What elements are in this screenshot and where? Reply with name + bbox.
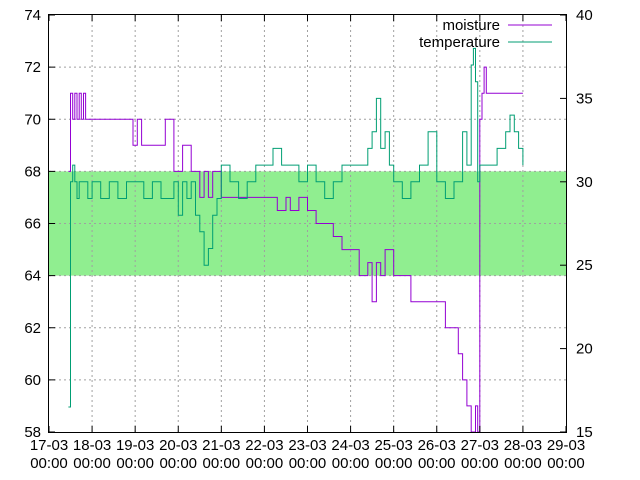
x-tick-label-time: 00:00 <box>375 455 413 472</box>
x-tick-label-time: 00:00 <box>159 455 197 472</box>
x-tick-label-date: 23-03 <box>288 437 326 454</box>
y-tick-label: 70 <box>24 111 41 128</box>
x-tick-label-time: 00:00 <box>504 455 542 472</box>
x-tick-label-date: 21-03 <box>202 437 240 454</box>
y2-tick-label: 25 <box>576 257 593 274</box>
y2-tick-label: 35 <box>576 90 593 107</box>
x-tick-label-date: 18-03 <box>73 437 111 454</box>
y2-tick-label: 40 <box>576 7 593 24</box>
y-tick-label: 60 <box>24 372 41 389</box>
y-tick-label: 64 <box>24 268 41 285</box>
x-tick-label-date: 19-03 <box>116 437 154 454</box>
y2-tick-label: 30 <box>576 174 593 191</box>
y2-tick-label: 20 <box>576 341 593 358</box>
x-tick-label-time: 00:00 <box>73 455 111 472</box>
y-tick-label: 66 <box>24 216 41 233</box>
x-tick-label-time: 00:00 <box>332 455 370 472</box>
x-tick-label-date: 22-03 <box>245 437 283 454</box>
series-temperature-line <box>68 47 524 408</box>
x-tick-label-date: 17-03 <box>30 437 68 454</box>
labels-layer: 58606264666870727415202530354017-0300:00… <box>24 7 592 472</box>
legend-label-moisture: moisture <box>442 17 500 34</box>
x-tick-label-date: 26-03 <box>418 437 456 454</box>
legend-label-temperature: temperature <box>419 34 500 51</box>
y-tick-label: 72 <box>24 59 41 76</box>
x-tick-label-time: 00:00 <box>30 455 68 472</box>
y2-tick-label: 15 <box>576 424 593 441</box>
x-tick-label-date: 24-03 <box>331 437 369 454</box>
y-tick-label: 68 <box>24 163 41 180</box>
x-tick-label-date: 20-03 <box>159 437 197 454</box>
plot-frame <box>48 14 567 433</box>
x-tick-label-date: 29-03 <box>547 437 585 454</box>
y-tick-label: 62 <box>24 320 41 337</box>
x-tick-label-time: 00:00 <box>461 455 499 472</box>
x-tick-label-date: 28-03 <box>504 437 542 454</box>
x-tick-label-date: 25-03 <box>374 437 412 454</box>
x-tick-label-time: 00:00 <box>116 455 154 472</box>
series-moisture-line <box>68 66 523 433</box>
y-tick-label: 74 <box>24 7 41 24</box>
x-tick-label-time: 00:00 <box>547 455 585 472</box>
x-tick-label-date: 27-03 <box>461 437 499 454</box>
series-layer <box>68 47 524 433</box>
x-tick-label-time: 00:00 <box>289 455 327 472</box>
x-tick-label-time: 00:00 <box>203 455 241 472</box>
ticks-layer <box>48 14 567 433</box>
x-tick-label-time: 00:00 <box>418 455 456 472</box>
y-tick-label: 58 <box>24 424 41 441</box>
x-tick-label-time: 00:00 <box>246 455 284 472</box>
